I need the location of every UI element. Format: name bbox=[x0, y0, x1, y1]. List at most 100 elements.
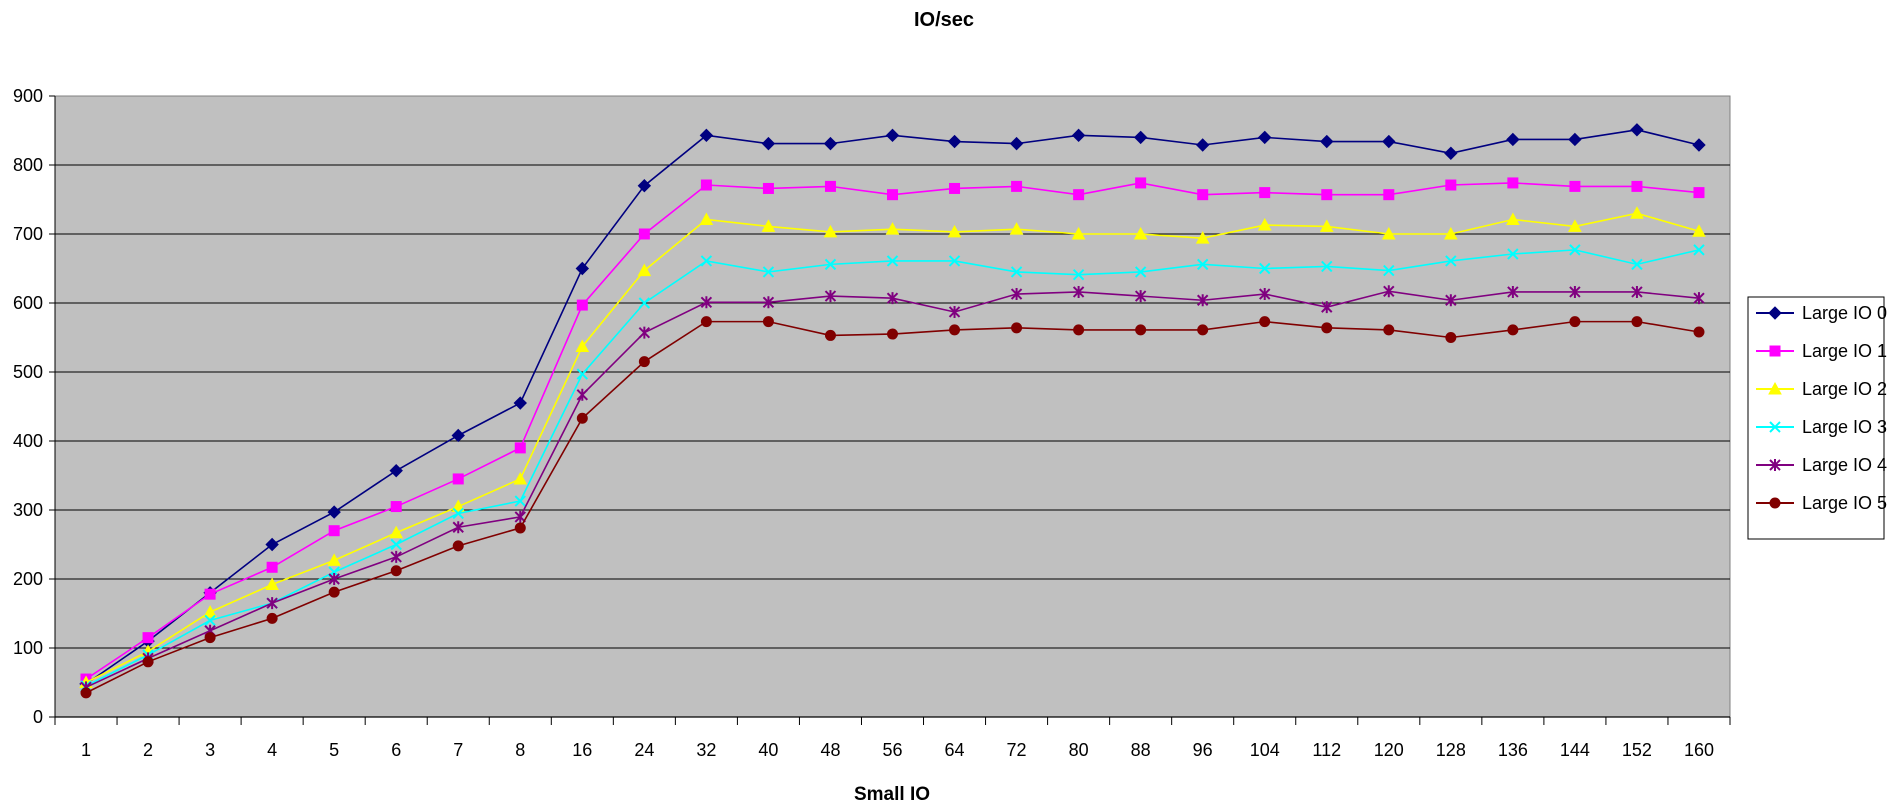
data-point bbox=[1009, 222, 1024, 235]
data-point bbox=[1507, 177, 1519, 189]
data-point bbox=[700, 179, 712, 191]
data-point bbox=[1693, 292, 1705, 305]
data-point bbox=[1630, 206, 1644, 219]
legend-item: Large IO 5 bbox=[1756, 493, 1887, 513]
data-point bbox=[390, 550, 402, 563]
data-point bbox=[514, 522, 526, 534]
data-point bbox=[328, 525, 340, 537]
data-point bbox=[948, 255, 961, 267]
data-point bbox=[1631, 316, 1643, 328]
data-point bbox=[327, 553, 342, 566]
data-point bbox=[327, 505, 341, 519]
data-point bbox=[1073, 324, 1085, 336]
data-point bbox=[576, 412, 588, 424]
data-point bbox=[514, 510, 526, 523]
legend-item: Large IO 1 bbox=[1756, 341, 1887, 361]
data-point bbox=[823, 136, 838, 151]
legend-marker bbox=[1768, 306, 1782, 320]
data-point bbox=[637, 178, 652, 193]
legend: Large IO 0 Large IO 1 Large IO 2 Large IO 3… bbox=[1747, 296, 1887, 540]
x-tick-label: 40 bbox=[758, 740, 778, 760]
data-point bbox=[1133, 130, 1148, 145]
legend-marker bbox=[1769, 497, 1781, 509]
x-tick-label: 4 bbox=[267, 740, 277, 760]
data-point bbox=[1692, 224, 1706, 237]
y-tick-label: 400 bbox=[13, 431, 43, 451]
x-tick-label: 48 bbox=[820, 740, 840, 760]
x-tick-label: 5 bbox=[329, 740, 339, 760]
data-point bbox=[1133, 226, 1148, 240]
data-point bbox=[80, 687, 92, 699]
data-point bbox=[266, 561, 278, 573]
legend-item: Large IO 4 bbox=[1756, 455, 1887, 475]
data-point bbox=[265, 537, 279, 552]
plot-area bbox=[54, 95, 1731, 718]
legend-label: Large IO 4 bbox=[1802, 455, 1887, 475]
data-point bbox=[1319, 219, 1334, 232]
data-point bbox=[204, 588, 216, 600]
data-point bbox=[1259, 316, 1271, 328]
data-point bbox=[1381, 226, 1396, 240]
data-point bbox=[1443, 226, 1458, 240]
data-point bbox=[1258, 130, 1272, 145]
legend-item: Large IO 2 bbox=[1756, 379, 1887, 399]
data-point bbox=[1009, 136, 1024, 151]
data-point bbox=[949, 324, 961, 336]
data-point bbox=[947, 224, 962, 238]
legend-label: Large IO 5 bbox=[1802, 493, 1887, 513]
y-tick-label: 900 bbox=[13, 86, 43, 106]
data-point bbox=[700, 296, 713, 309]
legend-item: Large IO 3 bbox=[1756, 417, 1887, 437]
data-point bbox=[1507, 248, 1519, 260]
data-point bbox=[1383, 285, 1395, 298]
data-point bbox=[1631, 285, 1643, 298]
data-point bbox=[762, 316, 774, 328]
data-point bbox=[1071, 128, 1086, 143]
data-point bbox=[1568, 132, 1582, 147]
y-tick-label: 100 bbox=[13, 638, 43, 658]
data-point bbox=[1195, 138, 1210, 152]
data-point bbox=[1445, 255, 1457, 267]
y-tick-label: 500 bbox=[13, 362, 43, 382]
data-point bbox=[824, 290, 837, 303]
data-point bbox=[1197, 324, 1209, 336]
x-tick-label: 96 bbox=[1193, 740, 1213, 760]
data-point bbox=[389, 525, 404, 539]
data-point bbox=[1134, 290, 1147, 303]
x-tick-label: 1 bbox=[81, 740, 91, 760]
data-point bbox=[576, 368, 589, 380]
data-point bbox=[886, 255, 899, 267]
x-tick-label: 32 bbox=[696, 740, 716, 760]
x-tick-label: 120 bbox=[1374, 740, 1404, 760]
data-point bbox=[1072, 285, 1085, 298]
series-0 bbox=[79, 123, 1706, 691]
x-tick-label: 80 bbox=[1069, 740, 1089, 760]
data-point bbox=[638, 228, 650, 240]
y-tick-label: 0 bbox=[33, 707, 43, 727]
data-point bbox=[142, 632, 154, 644]
legend-marker bbox=[1768, 381, 1782, 395]
data-point bbox=[1321, 189, 1333, 201]
legend-label: Large IO 3 bbox=[1802, 417, 1887, 437]
data-point bbox=[1631, 258, 1643, 271]
data-point bbox=[1568, 219, 1582, 232]
data-point bbox=[1134, 266, 1147, 278]
data-point bbox=[451, 499, 466, 513]
data-point bbox=[1010, 266, 1023, 278]
x-tick-label: 2 bbox=[143, 740, 153, 760]
data-point bbox=[700, 255, 713, 267]
data-point bbox=[1693, 326, 1705, 338]
series-5 bbox=[80, 316, 1705, 699]
data-point bbox=[142, 656, 154, 668]
data-point bbox=[1383, 264, 1395, 277]
x-axis-title: Small IO bbox=[854, 784, 930, 804]
data-point bbox=[1259, 288, 1271, 301]
data-point bbox=[576, 388, 589, 401]
data-point bbox=[638, 297, 651, 309]
data-point bbox=[1569, 285, 1581, 298]
y-tick-label: 200 bbox=[13, 569, 43, 589]
legend-box bbox=[1747, 296, 1885, 540]
data-point bbox=[1507, 324, 1519, 336]
data-point bbox=[1197, 189, 1209, 201]
